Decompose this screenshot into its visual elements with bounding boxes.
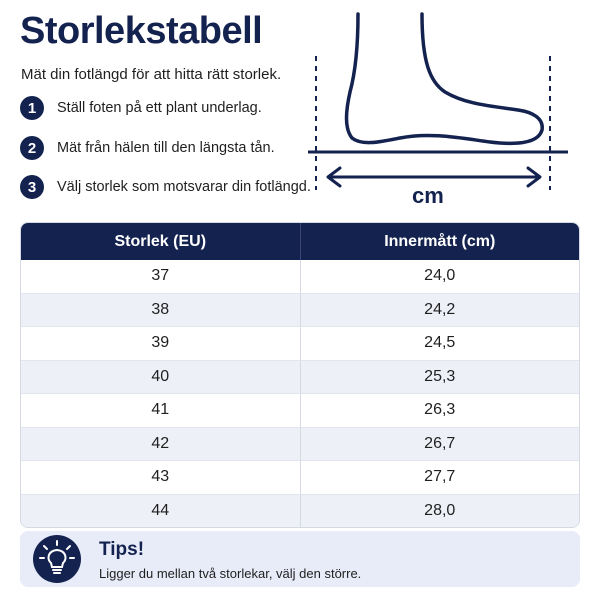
foot-outline-icon — [308, 12, 568, 190]
unit-label: cm — [412, 183, 444, 208]
size-cell: 43 — [21, 461, 301, 494]
length-cell: 24,2 — [424, 300, 456, 318]
lightbulb-icon — [33, 535, 81, 583]
length-cell: 26,7 — [424, 434, 456, 452]
foot-outline — [344, 12, 544, 146]
length-cell: 25,3 — [424, 367, 456, 385]
length-cell: 27,7 — [424, 468, 456, 486]
length-cell: 24,0 — [424, 267, 456, 285]
size-cell: 37 — [21, 260, 301, 293]
step-number-badge: 3 — [20, 175, 44, 199]
size-table: Storlek (EU) Innermått (cm) 37 24,0 38 24,… — [20, 222, 580, 528]
step-2: 2 Mät från hälen till den längsta tån. — [20, 136, 275, 160]
table-row: 41 26,3 — [21, 393, 579, 427]
arrow-left-head — [326, 166, 342, 188]
tips-box: Tips! Ligger du mellan två storlekar, vä… — [20, 531, 580, 587]
size-cell: 39 — [21, 327, 301, 360]
size-cell: 44 — [21, 494, 301, 527]
length-cell: 26,3 — [424, 401, 456, 419]
table-row: 42 26,7 — [21, 426, 579, 460]
length-cell: 24,5 — [424, 334, 456, 352]
tips-title: Tips! — [99, 539, 145, 560]
table-row: 40 25,3 — [21, 359, 579, 393]
size-cell: 40 — [21, 360, 301, 393]
size-cell: 38 — [21, 293, 301, 326]
arrow-right-head — [526, 166, 542, 188]
step-number-badge: 1 — [20, 96, 44, 120]
table-row: 37 24,0 — [21, 260, 579, 293]
step-text: Mät från hälen till den längsta tån. — [57, 140, 275, 156]
size-cell: 41 — [21, 394, 301, 427]
step-text: Ställ foten på ett plant underlag. — [57, 100, 262, 116]
table-header: Storlek (EU) Innermått (cm) — [21, 223, 579, 260]
size-cell: 42 — [21, 427, 301, 460]
table-row: 43 27,7 — [21, 460, 579, 494]
table-row: 44 28,0 — [21, 493, 579, 527]
column-header-size: Storlek (EU) — [21, 223, 301, 260]
page-title: Storlekstabell — [20, 10, 263, 52]
table-row: 39 24,5 — [21, 326, 579, 360]
step-number-badge: 2 — [20, 136, 44, 160]
tips-text: Ligger du mellan två storlekar, välj den… — [99, 566, 362, 581]
column-header-length: Innermått (cm) — [384, 232, 496, 250]
step-1: 1 Ställ foten på ett plant underlag. — [20, 96, 262, 120]
page-subtitle: Mät din fotlängd för att hitta rätt stor… — [21, 66, 282, 83]
table-row: 38 24,2 — [21, 292, 579, 326]
length-cell: 28,0 — [424, 501, 456, 519]
step-3: 3 Välj storlek som motsvarar din fotläng… — [20, 175, 311, 199]
table-body: 37 24,0 38 24,2 39 24,5 40 25,3 41 26,3 42 26,… — [21, 260, 579, 527]
step-text: Välj storlek som motsvarar din fotlängd. — [57, 179, 311, 195]
